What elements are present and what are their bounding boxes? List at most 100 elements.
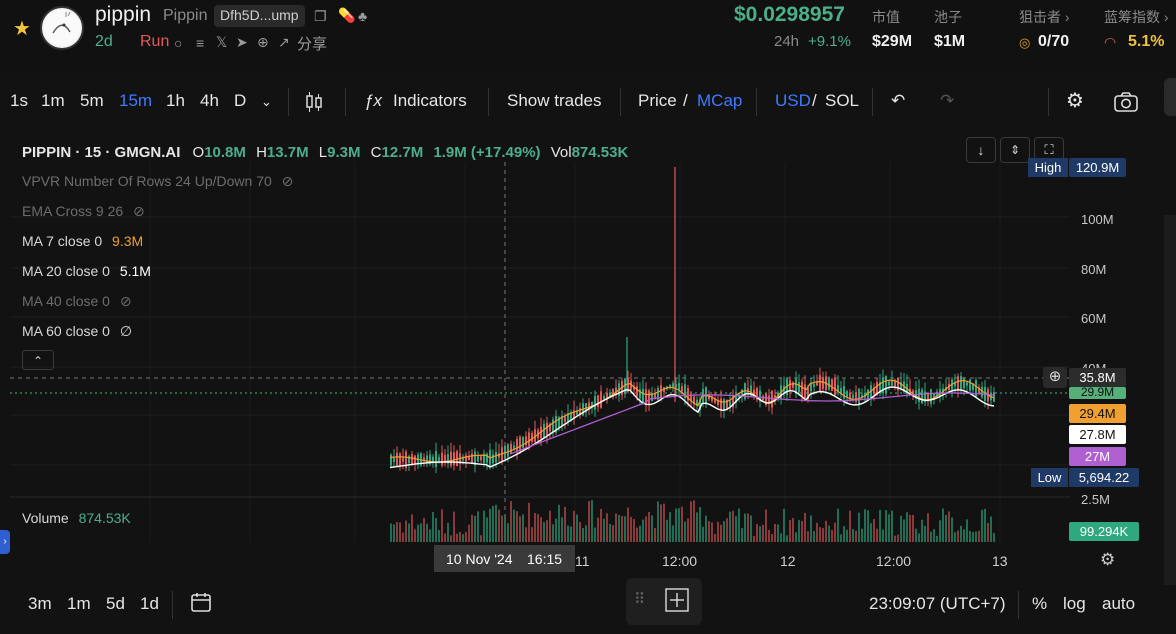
indicator-label: MA 7 close 0 bbox=[22, 233, 103, 249]
volume-bar bbox=[801, 520, 803, 542]
interval-5m[interactable]: 5m bbox=[80, 91, 104, 110]
candle-type-icon[interactable] bbox=[304, 91, 324, 118]
search-icon[interactable]: ○ bbox=[174, 35, 183, 51]
candle-body bbox=[594, 396, 596, 410]
volume-bar bbox=[882, 529, 884, 542]
range-5d[interactable]: 5d bbox=[106, 594, 125, 613]
bluechip-label[interactable]: 蓝筹指数 › bbox=[1104, 9, 1169, 25]
interval-d[interactable]: D bbox=[234, 91, 247, 110]
run-status: Run bbox=[140, 33, 170, 50]
volume-bar bbox=[507, 523, 509, 542]
crosshair-tool-icon[interactable] bbox=[662, 585, 692, 620]
camera-screenshot-icon[interactable] bbox=[1113, 91, 1139, 118]
show-trades-button[interactable]: Show trades bbox=[507, 91, 602, 110]
interval-1h[interactable]: 1h bbox=[166, 91, 185, 110]
drag-handle-icon[interactable]: ⠿ bbox=[634, 591, 645, 608]
list-icon[interactable]: ≡ bbox=[196, 35, 205, 51]
log-toggle[interactable]: log bbox=[1063, 594, 1086, 613]
indicator-ema-cross[interactable]: EMA Cross 9 26 ⊘ bbox=[22, 203, 145, 220]
candle-body bbox=[408, 456, 410, 464]
volume-bar bbox=[522, 514, 524, 542]
snipers-label[interactable]: 狙击者 › bbox=[1019, 9, 1070, 25]
candle-body bbox=[588, 402, 590, 410]
candle-body bbox=[453, 452, 455, 466]
share-label[interactable]: 分享 bbox=[297, 36, 328, 53]
x-tick: 13 bbox=[992, 553, 1008, 569]
collapse-legend-chevron-up-icon[interactable]: ⌃ bbox=[22, 350, 54, 370]
y-tick: 100M bbox=[1081, 212, 1114, 227]
volume-bar bbox=[813, 531, 815, 542]
indicator-ma7[interactable]: MA 7 close 0 9.3M bbox=[22, 233, 143, 249]
candle-body bbox=[882, 377, 884, 394]
range-1m[interactable]: 1m bbox=[67, 594, 91, 613]
arrow-down-icon[interactable]: ↓ bbox=[966, 137, 996, 163]
indicator-ma40[interactable]: MA 40 close 0 ⊘ bbox=[22, 293, 132, 310]
interval-chevron-down-icon[interactable]: ⌄ bbox=[261, 94, 272, 109]
eye-off-icon[interactable]: ⊘ bbox=[133, 203, 145, 219]
percent-toggle[interactable]: % bbox=[1032, 594, 1048, 613]
candle-body bbox=[513, 445, 515, 450]
candle-body bbox=[822, 377, 824, 389]
calendar-goto-icon[interactable] bbox=[189, 590, 213, 619]
volume-bar bbox=[666, 519, 668, 542]
axis-settings-icon[interactable]: ⚙ bbox=[1100, 550, 1116, 569]
volume-bar bbox=[648, 511, 650, 542]
indicators-fx-icon[interactable]: ƒx bbox=[364, 91, 382, 110]
y-tick: 60M bbox=[1081, 311, 1107, 326]
slash-divider: / bbox=[683, 91, 688, 110]
usd-toggle[interactable]: USD bbox=[775, 91, 811, 110]
candle-body bbox=[531, 433, 533, 442]
volume-bar bbox=[987, 522, 989, 542]
eye-off-icon[interactable]: ⊘ bbox=[119, 293, 132, 309]
share-icon[interactable]: ↗ bbox=[278, 34, 290, 50]
volume-bar bbox=[537, 514, 539, 542]
eye-off-icon[interactable]: ⊘ bbox=[281, 173, 294, 189]
interval-15m[interactable]: 15m bbox=[119, 91, 153, 110]
interval-1m[interactable]: 1m bbox=[41, 91, 65, 110]
side-panel-handle[interactable] bbox=[1164, 78, 1176, 116]
sol-toggle[interactable]: SOL bbox=[825, 91, 860, 110]
chart-canvas[interactable] bbox=[10, 132, 1130, 572]
chart-toolbar: 1s 1m 5m 15m 1h 4h D ⌄ ƒx Indicators Sho… bbox=[0, 82, 1160, 122]
volume-bar bbox=[651, 515, 653, 542]
telegram-icon[interactable]: ➤ bbox=[236, 34, 248, 50]
indicators-button[interactable]: Indicators bbox=[393, 91, 467, 110]
volume-bar bbox=[528, 502, 530, 542]
drawing-tools-panel[interactable]: ⠿ bbox=[626, 578, 702, 625]
volume-bar bbox=[567, 525, 569, 542]
mcap-toggle[interactable]: MCap bbox=[697, 91, 743, 110]
price-chart[interactable]: PIPPIN · 15 · GMGN.AI O10.8M H13.7M L9.3… bbox=[10, 132, 1130, 572]
favorite-star-icon[interactable]: ★ bbox=[13, 18, 31, 40]
volume-bar bbox=[555, 518, 557, 542]
range-1d[interactable]: 1d bbox=[140, 594, 159, 613]
volume-bar bbox=[789, 520, 791, 542]
volume-bar bbox=[441, 509, 443, 542]
settings-gear-icon[interactable]: ⚙ bbox=[1066, 90, 1084, 112]
candle-body bbox=[441, 452, 443, 466]
candle-body bbox=[606, 392, 608, 400]
price-toggle[interactable]: Price bbox=[638, 91, 677, 110]
indicator-ma20[interactable]: MA 20 close 0 5.1M bbox=[22, 263, 151, 279]
candle-body bbox=[669, 384, 671, 388]
token-full-name: Pippin bbox=[163, 7, 208, 24]
clock-timezone[interactable]: 23:09:07 (UTC+7) bbox=[869, 594, 1006, 613]
volume-bar bbox=[489, 508, 491, 542]
pill-icon: 💊 bbox=[338, 7, 356, 23]
undo-icon[interactable]: ↶ bbox=[891, 91, 906, 110]
candle-body bbox=[819, 375, 821, 392]
indicator-ma60[interactable]: MA 60 close 0 ∅ bbox=[22, 323, 132, 340]
candle-body bbox=[759, 390, 761, 402]
expand-side-chevron-icon[interactable]: › bbox=[0, 530, 10, 554]
collapse-chevrons-icon[interactable]: ⇕ bbox=[1000, 137, 1030, 163]
token-address[interactable]: Dfh5D...ump bbox=[214, 5, 305, 27]
indicator-vpvr[interactable]: VPVR Number Of Rows 24 Up/Down 70 ⊘ bbox=[22, 173, 293, 190]
copy-icon[interactable]: ❐ bbox=[314, 8, 327, 24]
range-3m[interactable]: 3m bbox=[28, 594, 52, 613]
interval-4h[interactable]: 4h bbox=[200, 91, 219, 110]
redo-icon[interactable]: ↷ bbox=[940, 91, 955, 110]
x-twitter-icon[interactable]: 𝕏 bbox=[216, 34, 228, 50]
auto-toggle[interactable]: auto bbox=[1102, 594, 1136, 613]
add-alert-plus-icon[interactable]: ⊕ bbox=[1043, 367, 1067, 388]
interval-1s[interactable]: 1s bbox=[10, 91, 28, 110]
website-globe-icon[interactable]: ⊕ bbox=[257, 34, 269, 50]
